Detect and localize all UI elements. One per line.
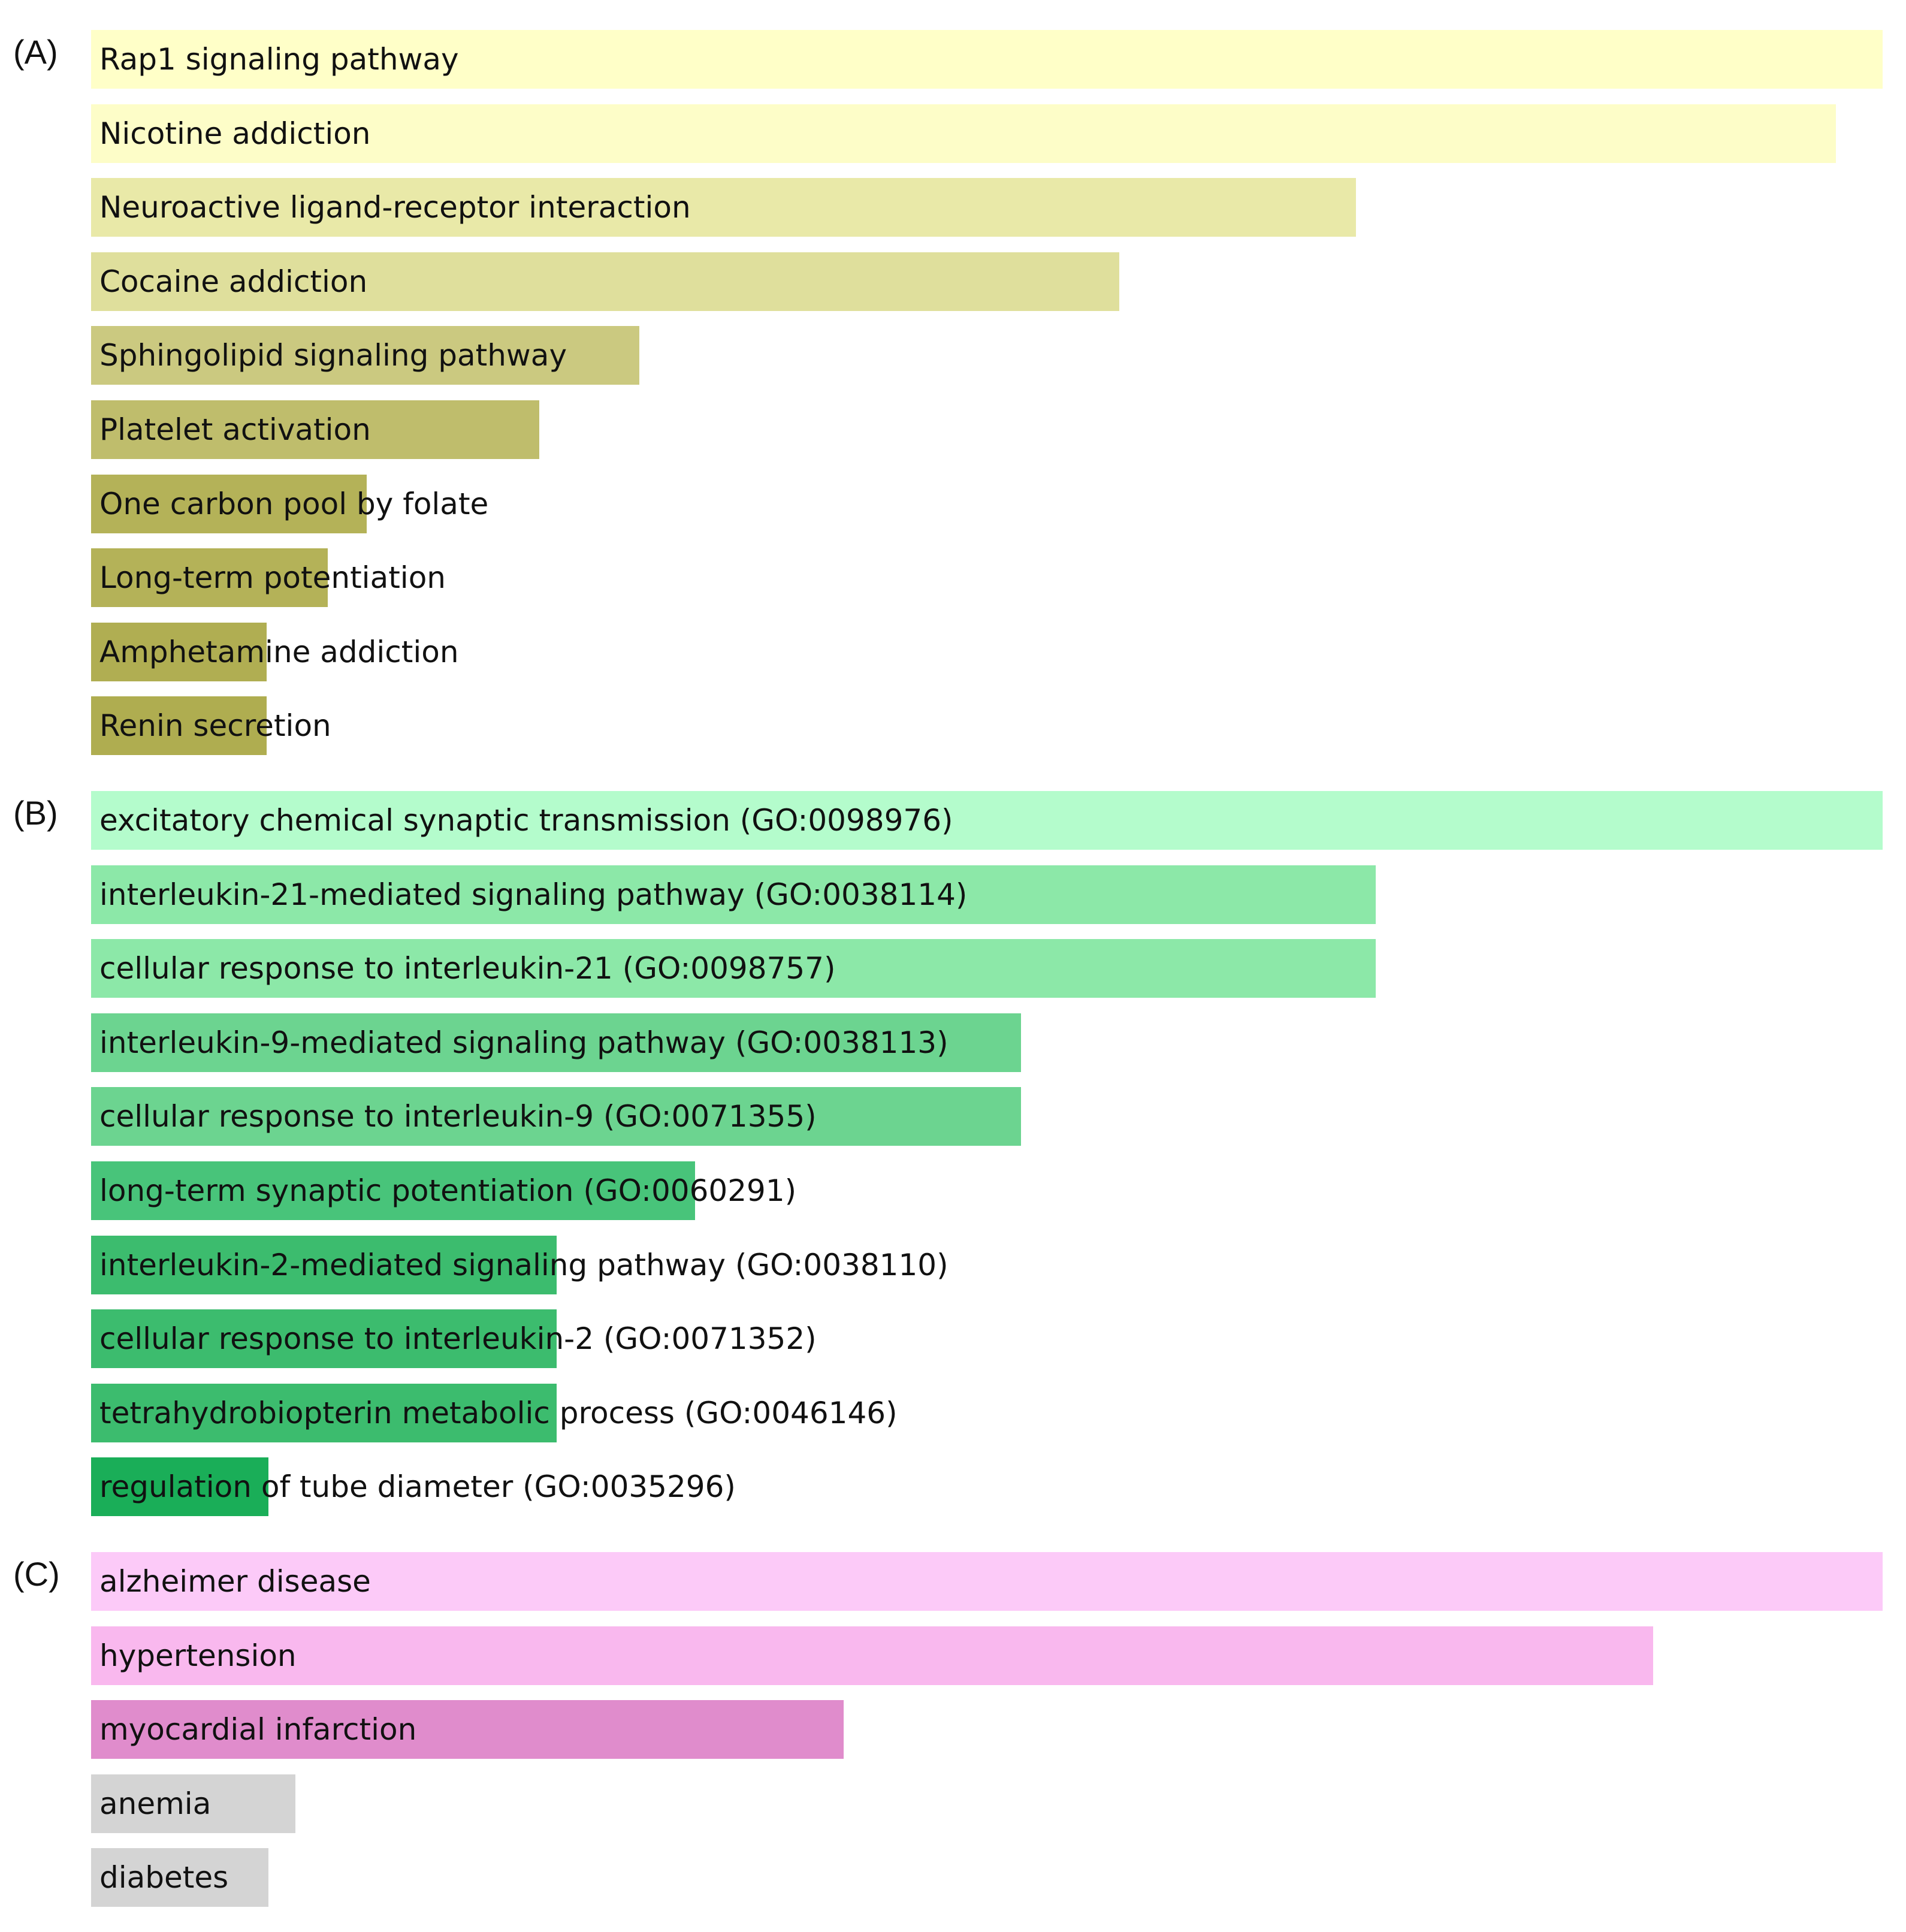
- bar: [91, 939, 1376, 998]
- bar-label: Renin secretion: [99, 708, 331, 743]
- bar: [91, 1626, 1653, 1685]
- bar: [91, 1457, 268, 1516]
- bar-label: Cocaine addiction: [99, 264, 368, 299]
- bar: [91, 326, 639, 385]
- bar: [91, 178, 1356, 237]
- bar-label: Sphingolipid signaling pathway: [99, 338, 567, 373]
- bar-label: hypertension: [99, 1638, 297, 1673]
- bar-label: alzheimer disease: [99, 1564, 371, 1599]
- bar: [91, 1309, 557, 1368]
- bar: [91, 475, 367, 533]
- bar: [91, 865, 1376, 924]
- bar: [91, 1774, 295, 1833]
- bar: [91, 696, 267, 755]
- bar-label: Neuroactive ligand-receptor interaction: [99, 190, 691, 225]
- panel-label-c: (C): [13, 1555, 60, 1593]
- bar-label: cellular response to interleukin-2 (GO:0…: [99, 1321, 817, 1356]
- bar: [91, 1013, 1021, 1072]
- bar-label: Long-term potentiation: [99, 560, 446, 595]
- panel-label-a: (A): [13, 33, 58, 71]
- bar: [91, 400, 539, 459]
- bar: [91, 252, 1119, 311]
- bar: [91, 1161, 695, 1220]
- bar-label: tetrahydrobiopterin metabolic process (G…: [99, 1396, 898, 1430]
- bar-label: cellular response to interleukin-9 (GO:0…: [99, 1099, 817, 1134]
- bar-label: interleukin-21-mediated signaling pathwa…: [99, 877, 968, 912]
- bar-label: One carbon pool by folate: [99, 487, 489, 521]
- bar: [91, 1848, 268, 1907]
- bar: [91, 30, 1883, 89]
- bar-label: myocardial infarction: [99, 1712, 417, 1747]
- bar-label: long-term synaptic potentiation (GO:0060…: [99, 1173, 797, 1208]
- bar: [91, 1087, 1021, 1146]
- bar-label: regulation of tube diameter (GO:0035296): [99, 1469, 736, 1504]
- bar: [91, 1700, 844, 1759]
- bar-label: diabetes: [99, 1860, 229, 1895]
- bar-label: Nicotine addiction: [99, 116, 371, 151]
- panel-label-b: (B): [13, 794, 58, 832]
- bar: [91, 623, 267, 681]
- bar-label: cellular response to interleukin-21 (GO:…: [99, 951, 836, 986]
- bar-label: Amphetamine addiction: [99, 635, 459, 669]
- bar: [91, 548, 328, 607]
- bar-label: excitatory chemical synaptic transmissio…: [99, 803, 953, 838]
- bar: [91, 104, 1836, 163]
- bar-label: Platelet activation: [99, 412, 371, 447]
- bar: [91, 791, 1883, 850]
- bar: [91, 1236, 557, 1294]
- bar-label: interleukin-9-mediated signaling pathway…: [99, 1025, 949, 1060]
- bar: [91, 1384, 557, 1442]
- bar-label: interleukin-2-mediated signaling pathway…: [99, 1248, 949, 1282]
- bar-label: anemia: [99, 1786, 212, 1821]
- bar-label: Rap1 signaling pathway: [99, 42, 459, 77]
- bar: [91, 1552, 1883, 1611]
